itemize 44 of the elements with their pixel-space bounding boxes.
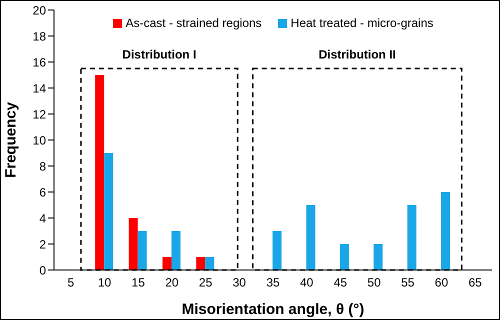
annotation: Distribution II xyxy=(318,48,396,62)
bar xyxy=(95,75,104,270)
y-tick-label: 12 xyxy=(32,107,46,122)
legend-label: Heat treated - micro-grains xyxy=(290,16,434,30)
bar xyxy=(407,205,416,270)
bar xyxy=(340,244,349,270)
x-tick-label: 35 xyxy=(266,276,280,290)
x-tick-label: 10 xyxy=(98,276,112,290)
y-axis-title: Frequency xyxy=(2,101,20,178)
y-tick-label: 20 xyxy=(32,3,46,18)
y-tick-label: 2 xyxy=(39,237,46,252)
bar xyxy=(162,257,172,270)
x-tick-label: 40 xyxy=(300,276,314,290)
bar xyxy=(441,192,450,270)
bar xyxy=(196,257,206,270)
x-tick-label: 55 xyxy=(401,276,415,290)
bar xyxy=(138,231,147,270)
y-tick-label: 8 xyxy=(39,159,46,174)
annotation: Distribution I xyxy=(122,48,196,62)
bar xyxy=(128,218,138,270)
bar xyxy=(374,244,383,270)
x-tick-label: 15 xyxy=(132,276,146,290)
bar xyxy=(272,231,282,270)
x-tick-label: 5 xyxy=(68,276,74,290)
x-tick-label: 60 xyxy=(434,276,448,290)
bar xyxy=(171,231,180,270)
y-tick-label: 0 xyxy=(39,263,46,278)
y-tick-label: 10 xyxy=(32,133,46,148)
y-tick-label: 4 xyxy=(39,211,46,226)
y-tick-label: 16 xyxy=(32,55,46,70)
legend-label: As-cast - strained regions xyxy=(126,16,262,30)
x-tick-label: 30 xyxy=(232,276,246,290)
x-tick-label: 20 xyxy=(165,276,179,290)
bar xyxy=(205,257,214,270)
y-tick-label: 18 xyxy=(32,29,46,44)
x-tick-label: 25 xyxy=(198,276,213,290)
x-tick-label: 50 xyxy=(367,276,382,290)
x-tick-label: 65 xyxy=(468,276,482,290)
y-tick-label: 6 xyxy=(39,185,46,200)
x-tick-label: 45 xyxy=(334,276,348,290)
y-tick-label: 14 xyxy=(32,81,46,96)
x-axis-title: Misorientation angle, θ (°) xyxy=(182,301,364,318)
bar xyxy=(104,153,114,270)
bar xyxy=(306,205,316,270)
